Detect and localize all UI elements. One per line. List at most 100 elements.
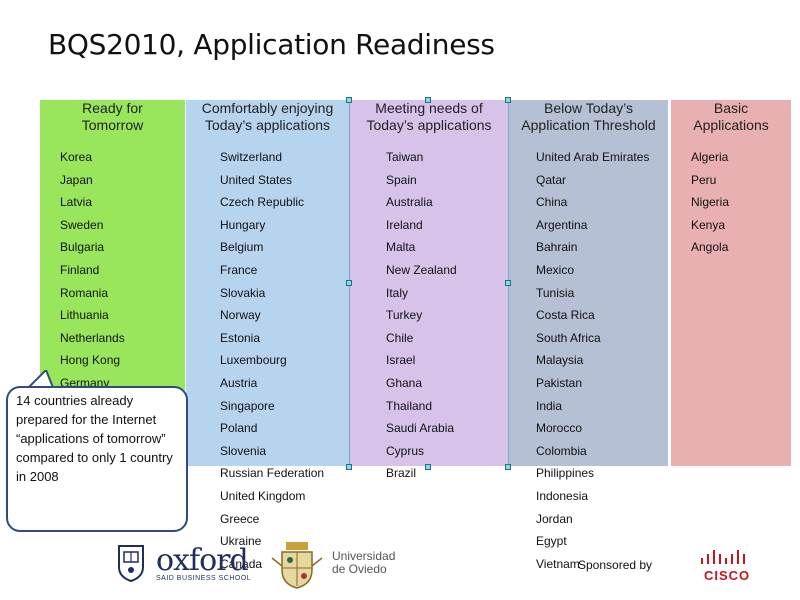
- country-item: Angola: [691, 240, 729, 255]
- column-heading: Comfortably enjoying Today’s application…: [186, 100, 349, 134]
- oxford-crest-icon: [118, 545, 144, 583]
- country-item: Cyprus: [386, 443, 425, 458]
- resize-handle[interactable]: [346, 280, 352, 286]
- country-item: Japan: [60, 172, 93, 187]
- country-list-basic: Algeria Peru Nigeria Kenya Angola: [691, 146, 729, 259]
- column-comfortably-enjoying: Comfortably enjoying Today’s application…: [186, 100, 349, 466]
- resize-handle[interactable]: [346, 464, 352, 470]
- oviedo-logo-text: Universidad de Oviedo: [332, 550, 395, 576]
- resize-handle[interactable]: [346, 97, 352, 103]
- column-heading: Basic Applications: [671, 100, 791, 134]
- country-item: Bulgaria: [60, 240, 105, 255]
- country-item: Poland: [220, 421, 258, 436]
- country-item: Bahrain: [536, 240, 578, 255]
- column-heading: Ready for Tomorrow: [40, 100, 185, 134]
- resize-handle[interactable]: [505, 464, 511, 470]
- country-item: Malta: [386, 240, 416, 255]
- column-heading: Meeting needs of Today’s applications: [350, 100, 508, 134]
- country-item: Egypt: [536, 534, 567, 549]
- country-item: Sweden: [60, 217, 104, 232]
- heading-line: Applications: [693, 117, 769, 133]
- country-list-meeting: Taiwan Spain Australia Ireland Malta New Zeal…: [386, 146, 457, 485]
- country-item: Vietnam: [536, 556, 580, 571]
- country-item: Thailand: [386, 398, 433, 413]
- country-item: Philippines: [536, 466, 595, 481]
- country-item: Slovenia: [220, 443, 267, 458]
- country-item: Belgium: [220, 240, 264, 255]
- heading-line: Tomorrow: [81, 117, 144, 133]
- heading-line: Meeting needs of: [375, 100, 483, 116]
- callout-box[interactable]: 14 countries already prepared for the In…: [6, 386, 188, 532]
- country-item: Netherlands: [60, 330, 125, 345]
- oviedo-crest-icon: [271, 542, 323, 589]
- country-item: Canada: [220, 556, 263, 571]
- cisco-logo-text: CISCO: [704, 568, 751, 583]
- country-item: Switzerland: [220, 150, 283, 164]
- country-item: Costa Rica: [536, 308, 595, 323]
- country-item: Ireland: [386, 217, 423, 232]
- heading-line: Today’s applications: [204, 117, 331, 133]
- oxford-logo-subtitle: SAID BUSINESS SCHOOL: [156, 575, 252, 582]
- country-item: Nigeria: [691, 195, 730, 210]
- country-item: Luxembourg: [220, 353, 287, 368]
- resize-handle[interactable]: [425, 97, 431, 103]
- country-item: Indonesia: [536, 488, 589, 503]
- country-item: France: [220, 262, 258, 277]
- column-heading: Below Today’s Application Threshold: [509, 100, 668, 134]
- country-item: Ukraine: [220, 534, 262, 549]
- country-item: Malaysia: [536, 353, 584, 368]
- column-below-threshold: Below Today’s Application Threshold: [509, 100, 668, 466]
- slide-title: BQS2010, Application Readiness: [48, 28, 495, 61]
- country-item: Morocco: [536, 421, 583, 436]
- country-item: Jordan: [536, 511, 573, 526]
- country-list-ready: Korea Japan Latvia Sweden Bulgaria Finland Rom…: [60, 146, 125, 395]
- country-item: Russian Federation: [220, 466, 325, 481]
- resize-handle[interactable]: [425, 464, 431, 470]
- country-item: Argentina: [536, 217, 588, 232]
- country-item: Lithuania: [60, 308, 109, 323]
- column-basic-applications: Basic Applications: [671, 100, 791, 466]
- country-item: Greece: [220, 511, 260, 526]
- country-item: China: [536, 195, 568, 210]
- oviedo-line: de Oviedo: [332, 562, 387, 576]
- country-item: Norway: [220, 308, 261, 323]
- country-item: Hong Kong: [60, 353, 121, 368]
- country-list-comfortable: Switzerland United States Czech Republic Hu…: [220, 146, 324, 575]
- country-item: Australia: [386, 195, 433, 210]
- country-item: Colombia: [536, 443, 587, 458]
- oviedo-line: Universidad: [332, 549, 396, 563]
- heading-line: Basic: [713, 100, 749, 116]
- country-item: South Africa: [536, 330, 601, 345]
- country-item: Chile: [386, 330, 414, 345]
- resize-handle[interactable]: [505, 97, 511, 103]
- country-item: Czech Republic: [220, 195, 305, 210]
- country-item: India: [536, 398, 563, 413]
- country-item: Spain: [386, 172, 417, 187]
- heading-line: Ready for: [82, 100, 143, 116]
- country-item: Algeria: [691, 150, 729, 164]
- country-item: Slovakia: [220, 285, 266, 300]
- heading-line: Comfortably enjoying: [201, 100, 334, 116]
- country-item: Tunisia: [536, 285, 575, 300]
- country-item: New Zealand: [386, 262, 457, 277]
- cisco-bars-icon: [701, 550, 745, 564]
- column-meeting-needs[interactable]: Meeting needs of Today’s applications: [350, 100, 508, 466]
- country-item: Mexico: [536, 262, 575, 277]
- country-item: United States: [220, 172, 293, 187]
- country-item: Korea: [60, 150, 93, 164]
- country-item: Peru: [691, 172, 717, 187]
- country-item: Turkey: [386, 308, 423, 323]
- country-item: Latvia: [60, 195, 93, 210]
- country-item: Pakistan: [536, 375, 583, 390]
- resize-handle[interactable]: [505, 280, 511, 286]
- country-item: Finland: [60, 262, 100, 277]
- country-item: Israel: [386, 353, 416, 368]
- country-item: Hungary: [220, 217, 266, 232]
- country-item: Qatar: [536, 172, 567, 187]
- sponsored-by-text: Sponsored by: [578, 558, 653, 572]
- country-item: Kenya: [691, 217, 726, 232]
- country-item: Singapore: [220, 398, 275, 413]
- heading-line: Below Today’s: [544, 100, 633, 116]
- country-item: United Kingdom: [220, 488, 306, 503]
- heading-line: Application Threshold: [521, 117, 656, 133]
